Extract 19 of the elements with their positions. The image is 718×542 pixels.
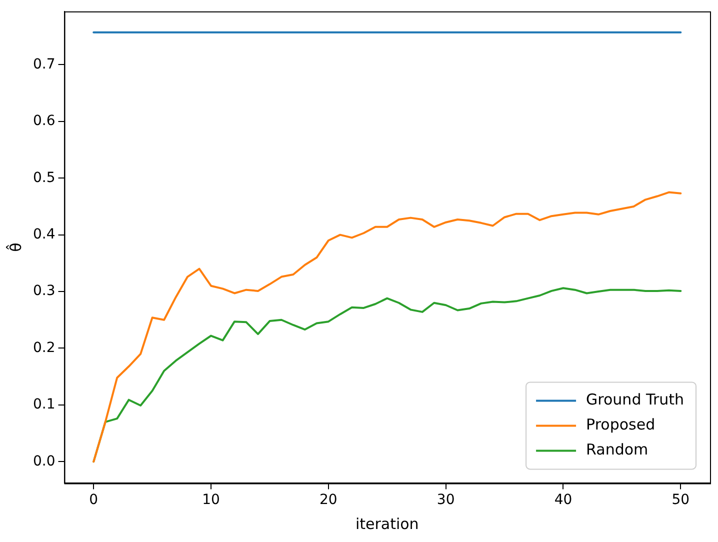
y-tick-label: 0.6 [33, 113, 56, 130]
legend-label: Ground Truth [586, 390, 684, 409]
x-tick-label: 40 [554, 492, 572, 508]
y-tick-label: 0.1 [33, 396, 56, 413]
legend-label: Proposed [586, 416, 656, 434]
legend-label: Random [586, 440, 648, 459]
y-tick-label: 0.5 [33, 170, 56, 186]
y-tick-label: 0.4 [33, 226, 56, 242]
x-tick-label: 50 [672, 492, 690, 508]
x-tick-label: 20 [320, 492, 338, 508]
y-axis-title: θ̂ [6, 242, 25, 252]
x-tick-label: 0 [89, 492, 98, 508]
y-tick-label: 0.3 [33, 283, 56, 300]
x-tick-label: 30 [436, 492, 455, 508]
x-tick-label: 10 [202, 492, 220, 508]
y-tick-label: 0.0 [33, 453, 56, 470]
y-tick-label: 0.7 [33, 56, 56, 72]
y-tick-label: 0.2 [33, 340, 56, 356]
x-axis-title: iteration [355, 514, 419, 533]
